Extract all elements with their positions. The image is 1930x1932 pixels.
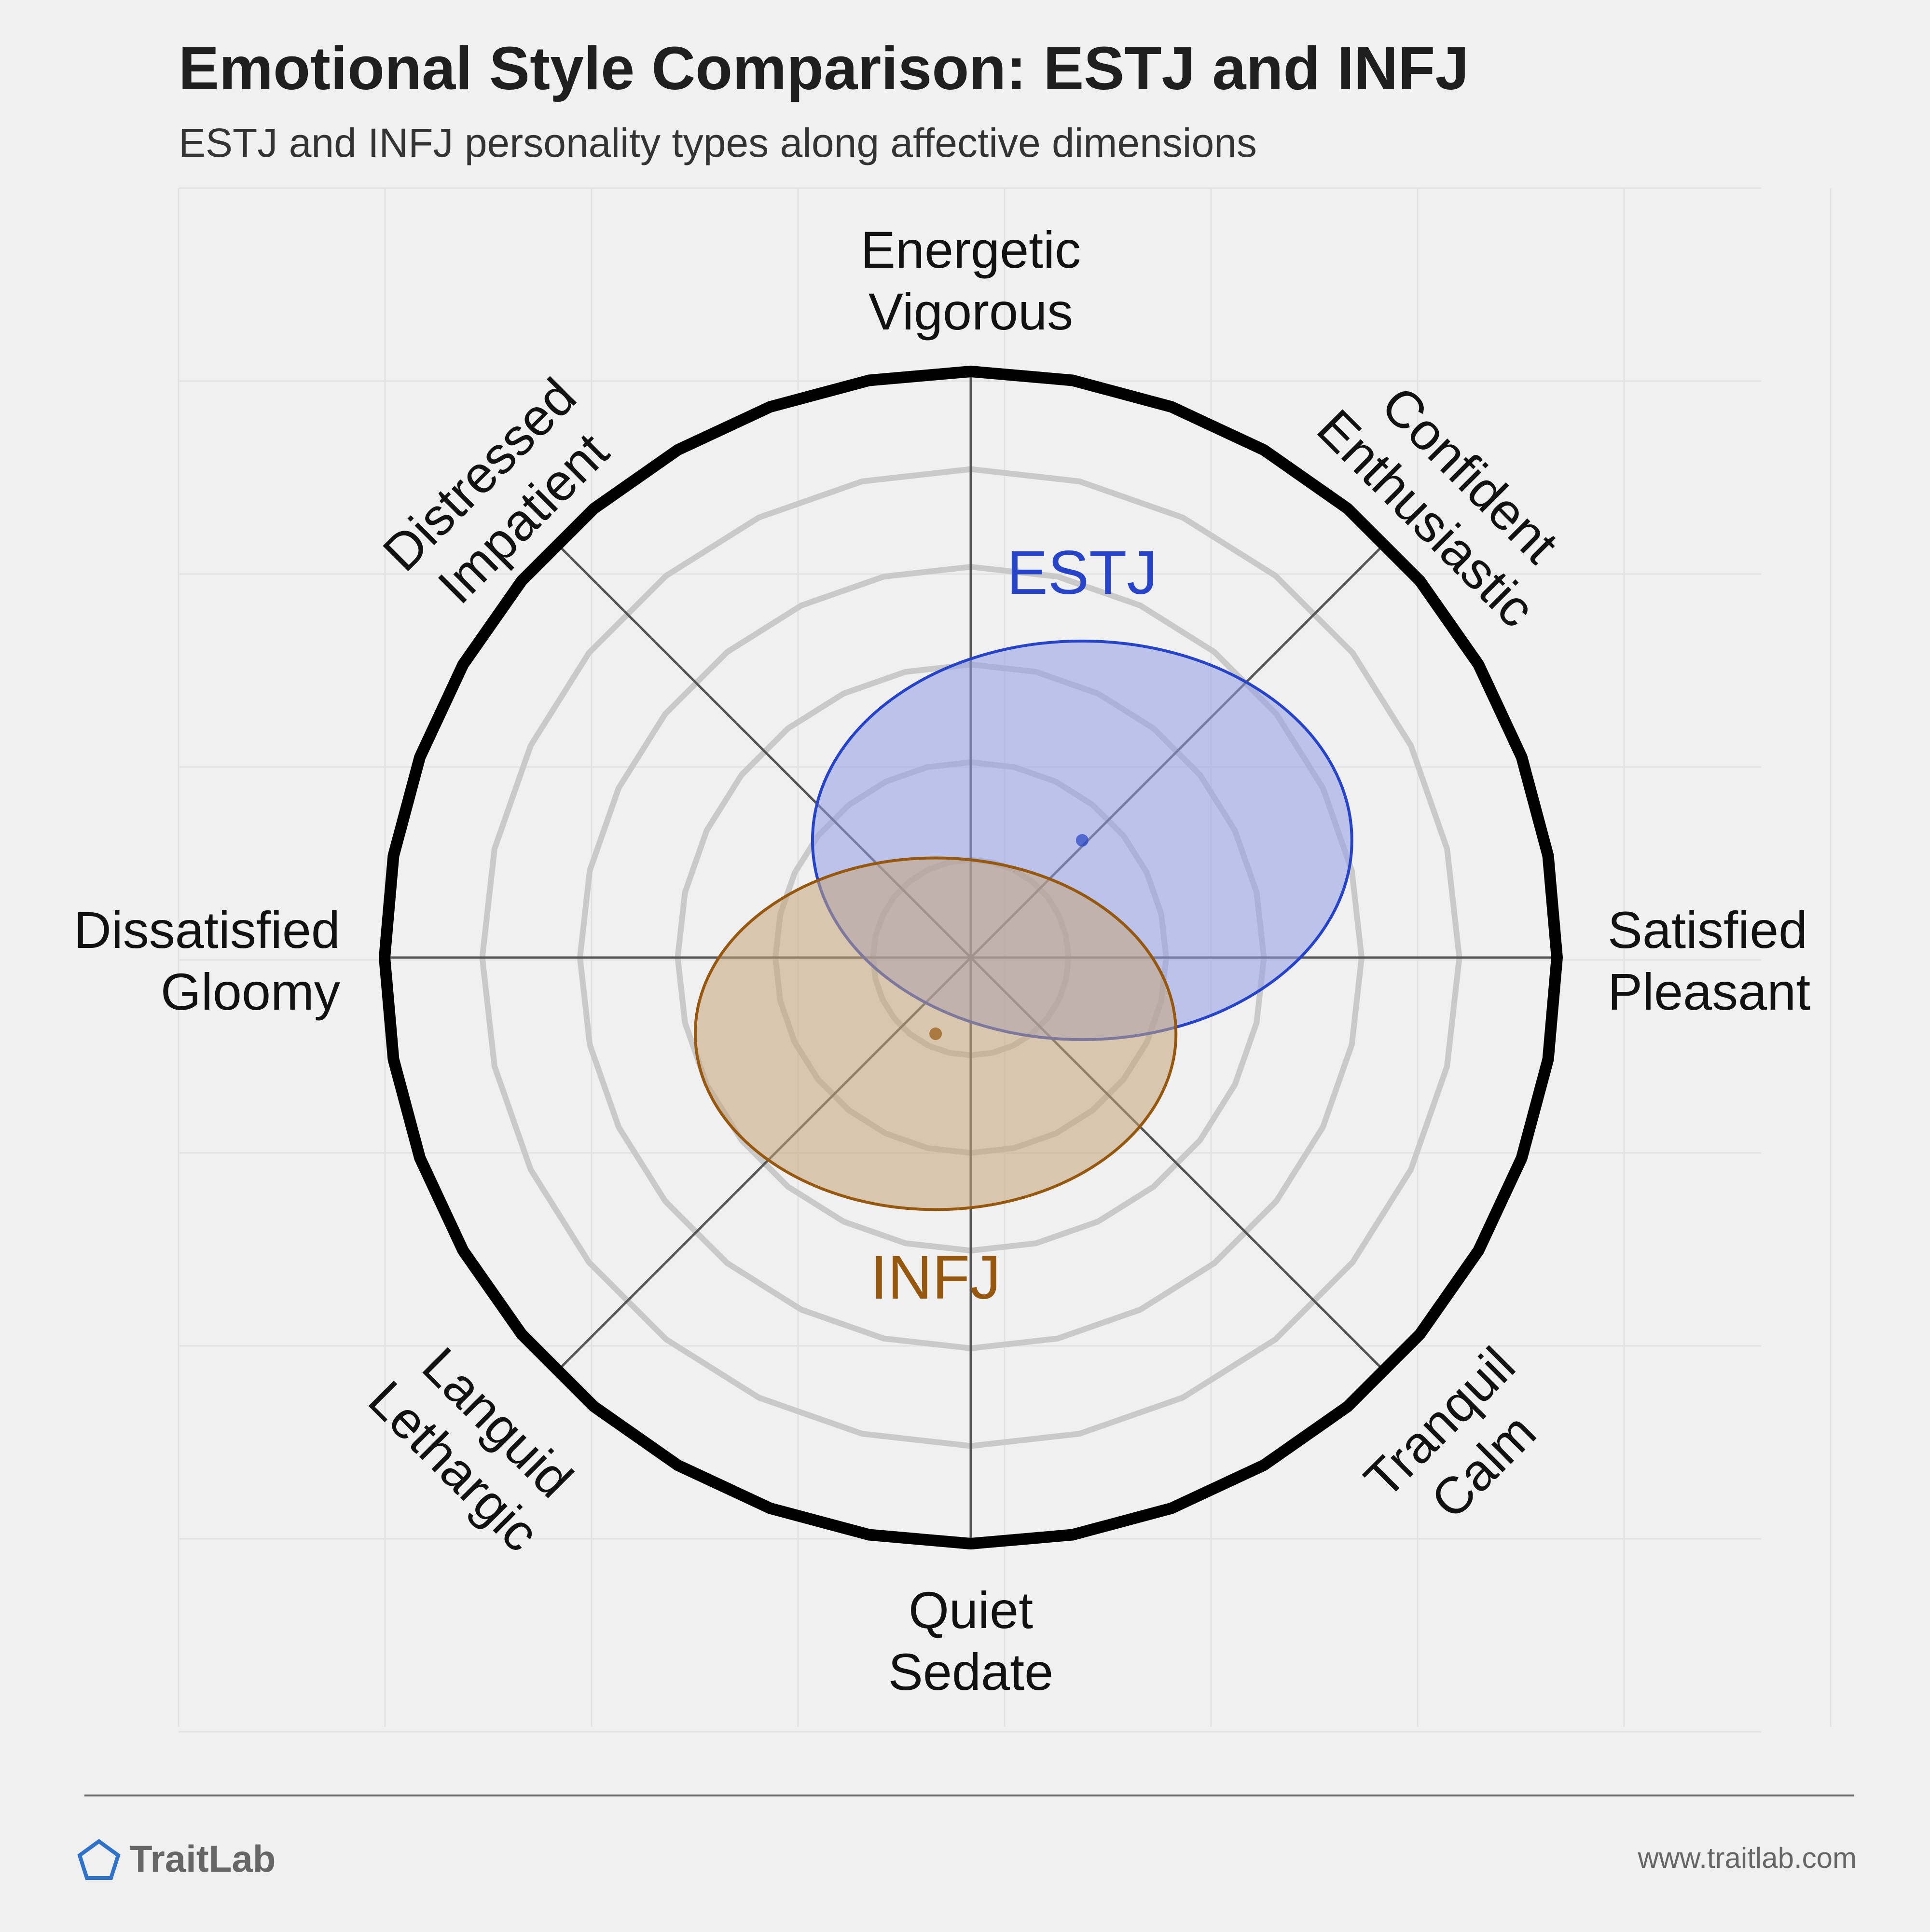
footer-brand: TraitLab <box>129 1837 276 1880</box>
label-dissatisfied-gloomy-line: Gloomy <box>161 962 340 1021</box>
label-quiet-sedate-line: Sedate <box>888 1643 1053 1701</box>
label-satisfied-pleasant-line: Satisfied <box>1608 901 1807 959</box>
label-satisfied-pleasant-line: Pleasant <box>1608 962 1810 1021</box>
chart-title: Emotional Style Comparison: ESTJ and INF… <box>179 34 1469 102</box>
label-quiet-sedate-line: Quiet <box>909 1581 1033 1639</box>
series-estj-label: ESTJ <box>1006 538 1158 607</box>
label-energetic-vigorous-line: Vigorous <box>868 282 1073 341</box>
pentagon-icon <box>77 1839 121 1880</box>
label-dissatisfied-gloomy-line: Dissatisfied <box>74 901 340 959</box>
chart-subtitle: ESTJ and INFJ personality types along af… <box>179 120 1257 165</box>
outer-ring <box>379 366 1563 1549</box>
footer-url: www.traitlab.com <box>1638 1842 1857 1874</box>
series-estj-point <box>1075 834 1089 847</box>
label-energetic-vigorous-line: Energetic <box>861 220 1081 279</box>
series-infj-point <box>929 1027 942 1040</box>
series-layer: ESTJ INFJ <box>379 366 1563 1549</box>
series-infj-label: INFJ <box>870 1243 1001 1312</box>
